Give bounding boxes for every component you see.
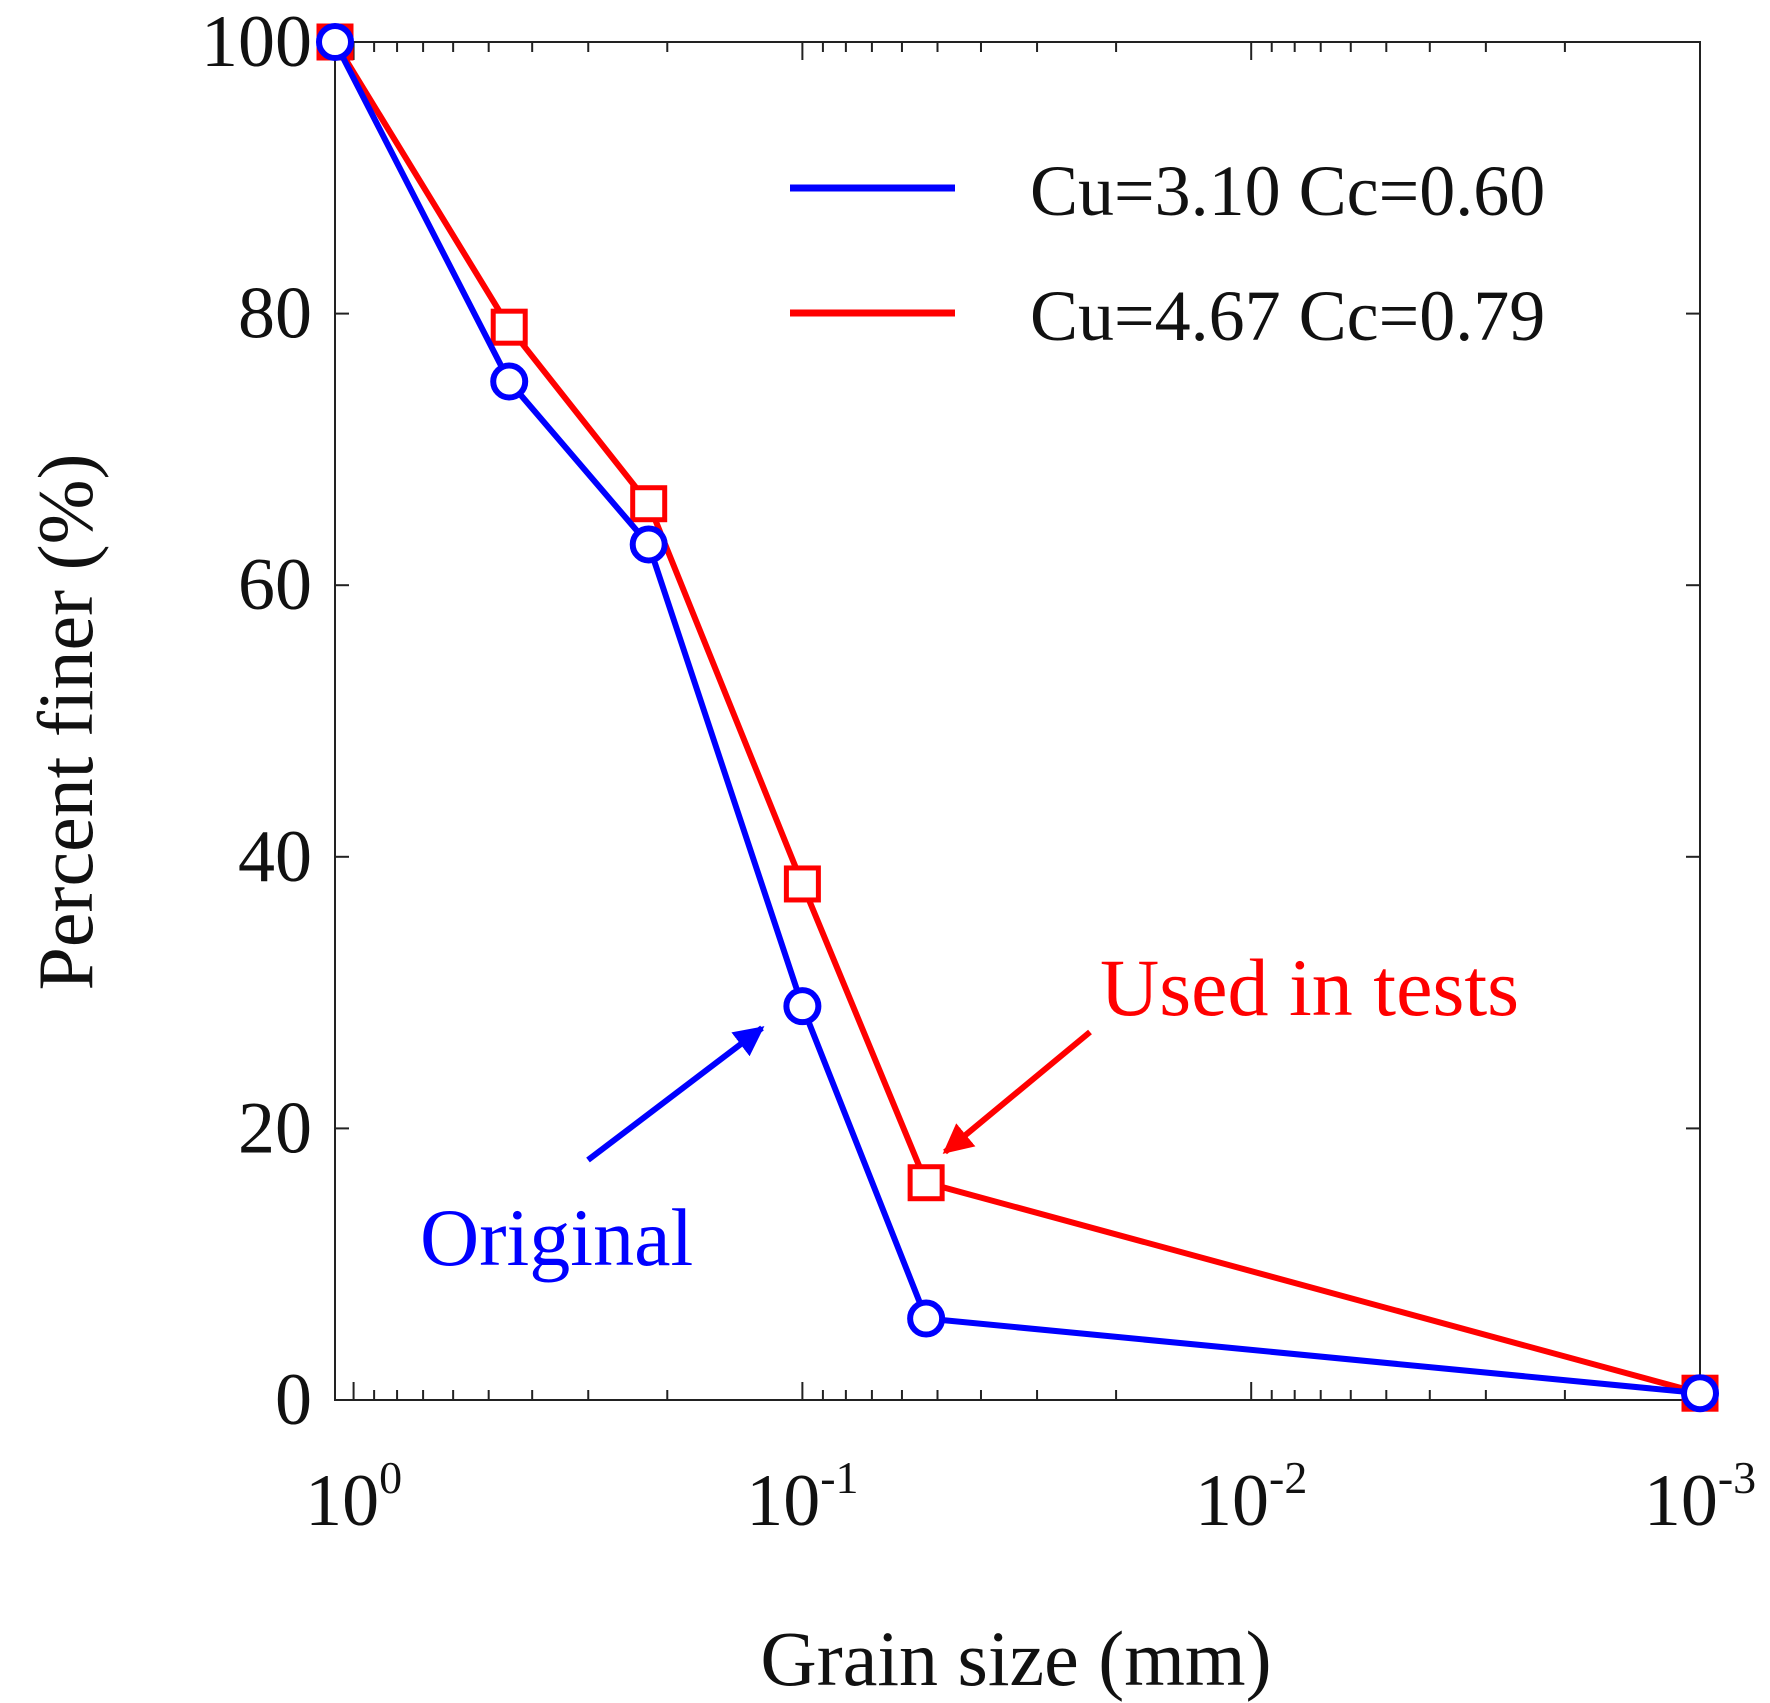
x-axis-title: Grain size (mm) (760, 1615, 1271, 1702)
y-tick-label-1: 20 (238, 1087, 312, 1169)
y-tick-label-5: 100 (201, 1, 312, 83)
series-line-0 (332, 40, 1701, 1397)
legend: Cu=3.10 Cc=0.60 Cu=4.67 Cc=0.79 (790, 151, 1545, 356)
y-tick-label-3: 60 (238, 544, 312, 626)
data-point-circle (1681, 1374, 1719, 1413)
annotation-original: Original (420, 1025, 765, 1283)
series-layer (316, 23, 1719, 1413)
y-tick-label-2: 40 (238, 816, 312, 898)
legend-label-original: Cu=3.10 Cc=0.60 (1030, 151, 1545, 231)
x-tick-label-2: 10-2 (1195, 1452, 1307, 1542)
y-tick-label-0: 0 (275, 1359, 312, 1441)
y-tick-labels: 0 20 40 60 80 100 (201, 1, 312, 1441)
series-line-1 (332, 40, 1701, 1397)
annotation-used-in-tests: Used in tests (942, 942, 1519, 1155)
annotation-label-used: Used in tests (1100, 942, 1519, 1033)
data-point-circle (907, 1299, 946, 1338)
annotation-arrow-used (942, 1029, 1092, 1155)
data-point-square (490, 308, 528, 346)
data-point-square (630, 485, 668, 523)
legend-label-used: Cu=4.67 Cc=0.79 (1030, 276, 1545, 356)
x-tick-labels: 100 10-1 10-2 10-3 (305, 1452, 1756, 1542)
data-point-circle (316, 23, 354, 61)
series-0 (316, 23, 1719, 1413)
annotation-arrow-original (586, 1025, 765, 1163)
data-point-circle (783, 987, 822, 1026)
data-point-circle (629, 525, 668, 564)
plot-frame (334, 41, 1701, 1401)
y-axis-title: Percent finer (%) (22, 453, 109, 990)
y-tick-label-4: 80 (238, 273, 312, 355)
annotation-label-original: Original (420, 1192, 693, 1283)
data-point-circle (490, 362, 529, 401)
x-tick-label-1: 10-1 (746, 1452, 858, 1542)
tick-marks (335, 41, 1701, 1401)
data-point-square (783, 865, 821, 903)
x-tick-label-0: 100 (305, 1452, 402, 1542)
data-point-square (907, 1164, 945, 1202)
x-tick-label-3: 10-3 (1644, 1452, 1756, 1542)
